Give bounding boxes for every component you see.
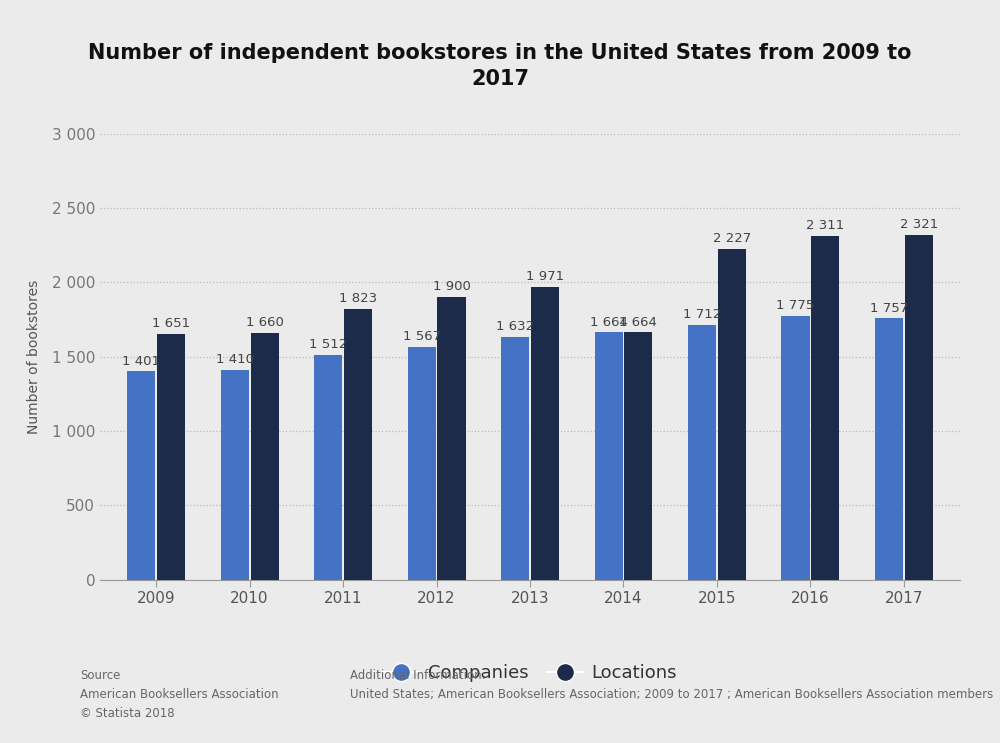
Text: 1 775: 1 775	[776, 299, 815, 312]
Bar	[875, 319, 903, 580]
Text: 1 900: 1 900	[433, 281, 470, 293]
Text: 2 321: 2 321	[900, 218, 938, 231]
Text: 1 712: 1 712	[683, 308, 721, 322]
Bar	[624, 332, 652, 580]
Bar	[688, 325, 716, 580]
Text: 1 567: 1 567	[403, 330, 441, 343]
Bar	[250, 333, 279, 580]
Legend: Companies, Locations: Companies, Locations	[374, 655, 686, 692]
Text: 2 227: 2 227	[713, 232, 751, 245]
Text: 2 311: 2 311	[806, 219, 845, 233]
Bar	[157, 334, 185, 580]
Bar	[594, 332, 623, 580]
Text: Source
American Booksellers Association
© Statista 2018: Source American Booksellers Association …	[80, 669, 279, 720]
Bar	[437, 297, 466, 580]
Text: 1 512: 1 512	[309, 338, 347, 351]
Bar	[811, 236, 839, 580]
Bar	[314, 355, 342, 580]
Text: 1 401: 1 401	[122, 354, 160, 368]
Bar	[344, 308, 372, 580]
Text: 1 757: 1 757	[870, 302, 908, 315]
Bar	[905, 235, 933, 580]
Text: 1 664: 1 664	[619, 316, 657, 328]
Bar	[501, 337, 529, 580]
Text: 1 632: 1 632	[496, 320, 534, 334]
Bar	[127, 372, 155, 580]
Text: Additional Information:
United States; American Booksellers Association; 2009 to: Additional Information: United States; A…	[350, 669, 993, 701]
Text: 1 660: 1 660	[246, 317, 283, 329]
Text: 1 410: 1 410	[216, 354, 254, 366]
Bar	[718, 249, 746, 580]
Bar	[408, 347, 436, 580]
Bar	[531, 287, 559, 580]
Text: 1 823: 1 823	[339, 292, 377, 305]
Text: 1 971: 1 971	[526, 270, 564, 283]
Text: Number of independent bookstores in the United States from 2009 to
2017: Number of independent bookstores in the …	[88, 43, 912, 89]
Text: 1 664: 1 664	[590, 316, 627, 328]
Y-axis label: Number of bookstores: Number of bookstores	[27, 279, 41, 434]
Bar	[221, 370, 249, 580]
Text: 1 651: 1 651	[152, 317, 190, 331]
Bar	[781, 316, 810, 580]
